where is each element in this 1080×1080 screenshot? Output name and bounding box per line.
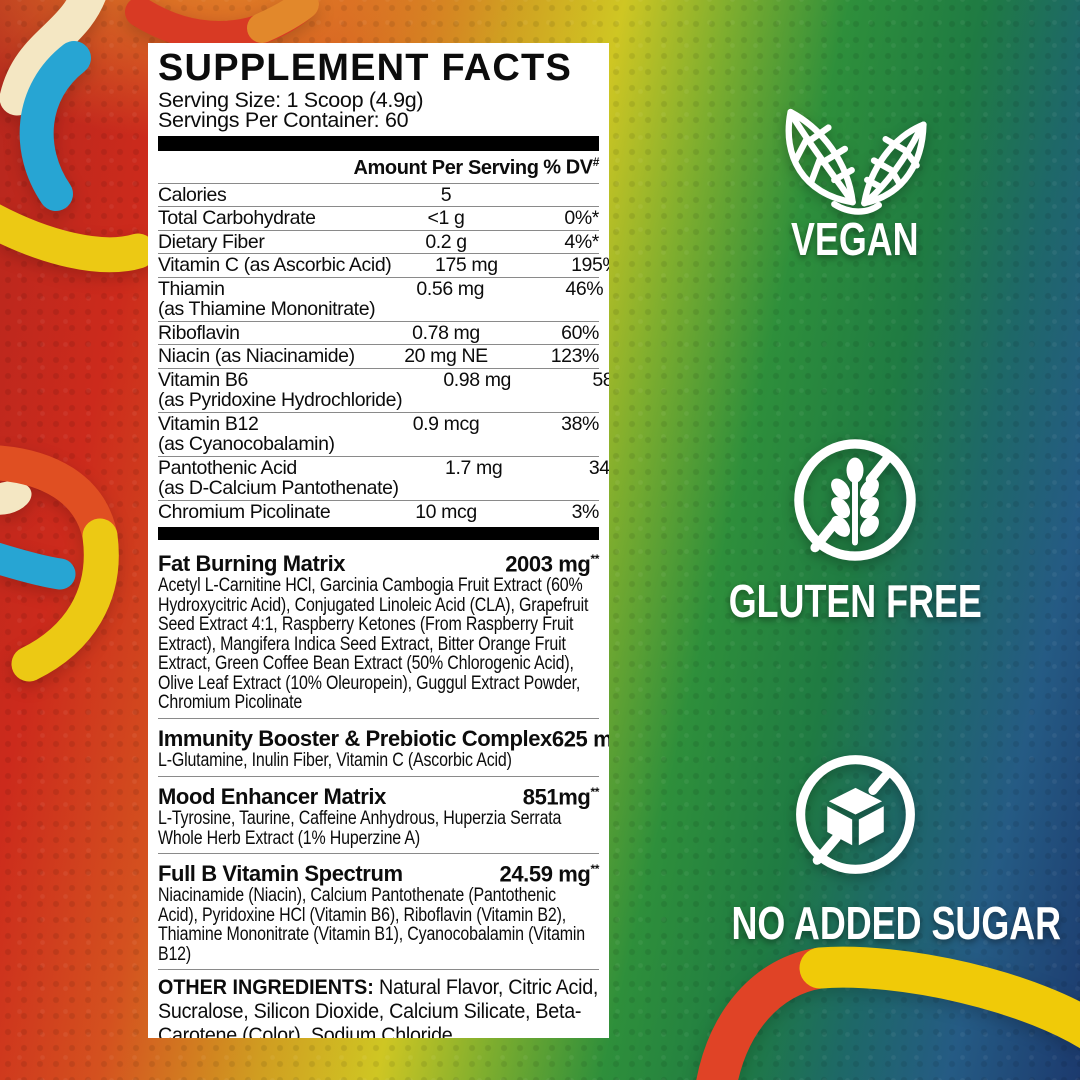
nutrient-dv: 60% [561,321,599,344]
nutrient-amount: 0.9 mcg [412,412,480,435]
other-ingredients-section: OTHER INGREDIENTS: Natural Flavor, Citri… [158,969,599,1038]
blend-amount: 851mg** [522,784,600,810]
nutrient-name: Pantothenic Acid (as D-Calcium Pantothen… [158,456,399,500]
nutrient-amount: 0.98 mg [443,368,511,391]
nutrient-row: Vitamin C (as Ascorbic Acid) 175 mg 195% [158,253,609,277]
nutrient-name: Total Carbohydrate [158,207,316,230]
nutrient-subname: (as Thiamine Mononitrate) [158,298,376,321]
blend-section: Immunity Booster & Prebiotic Complex 625… [158,717,609,776]
nutrient-name: Dietary Fiber [158,230,265,253]
blend-name: Mood Enhancer Matrix [158,784,386,810]
nutrient-dv: 38% [561,412,599,435]
blend-section: Mood Enhancer Matrix 851mg** L-Tyrosine,… [158,775,599,853]
nutrient-name: Vitamin B6 (as Pyridoxine Hydrochloride) [158,368,403,412]
blend-amount: 625 mg** [551,726,609,752]
blend-name: Fat Burning Matrix [158,551,346,577]
nutrient-name: Calories [158,183,227,206]
blend-ingredients: Acetyl L-Carnitine HCl, Garcinia Cambogi… [158,575,589,714]
nutrient-amount: 175 mg [435,254,498,277]
no-sugar-icon [796,755,915,874]
nutrient-row: Thiamin (as Thiamine Mononitrate) 0.56 m… [158,276,604,321]
divider-bar-thick [158,136,599,151]
nutrient-name: Vitamin C (as Ascorbic Acid) [158,254,392,277]
percent-dv-header: % DV# [543,155,599,179]
nutrient-dv: 4%* [564,230,599,253]
no-added-sugar-label: NO ADDED SUGAR [731,897,1062,949]
serving-size: Serving Size: 1 Scoop (4.9g) [158,88,424,112]
blend-ingredients: L-Glutamine, Inulin Fiber, Vitamin C (As… [158,750,512,772]
no-gluten-icon [794,439,916,561]
nutrient-row: Chromium Picolinate 10 mcg 3% [158,499,600,524]
nutrient-amount: 5 [440,183,452,206]
nutrient-amount: 1.7 mg [445,456,503,479]
nutrient-dv: 34% [588,456,609,479]
nutrient-row: Total Carbohydrate <1 g 0%* [158,206,599,230]
blend-name: Immunity Booster & Prebiotic Complex [158,726,552,752]
blend-amount: 2003 mg** [505,551,599,577]
blend-header: Mood Enhancer Matrix 851mg** [158,780,599,809]
amount-per-serving-header: Amount Per Serving [353,156,539,179]
nutrient-subname: (as D-Calcium Pantothenate) [158,477,399,500]
table-header-row: Amount Per Serving % DV# [158,151,599,184]
nutrient-row: Vitamin B12 (as Cyanocobalamin) 0.9 mcg … [158,411,599,456]
nutrient-row: Vitamin B6 (as Pyridoxine Hydrochloride)… [158,367,609,412]
nutrient-amount: 10 mcg [415,500,477,523]
nutrient-dv: 195% [571,254,609,277]
nutrient-dv: 46% [565,277,604,300]
nutrient-dv: 123% [550,345,600,368]
nutrient-name: Thiamin (as Thiamine Mononitrate) [158,277,376,321]
blend-header: Fat Burning Matrix 2003 mg** [158,547,599,576]
nutrient-name: Vitamin B12 (as Cyanocobalamin) [158,413,371,456]
nutrient-dv: 0%* [564,207,599,230]
nutrient-name: Chromium Picolinate [158,500,331,523]
blend-header: Immunity Booster & Prebiotic Complex 625… [158,722,609,752]
blend-name: Full B Vitamin Spectrum [158,861,403,887]
nutrient-row: Niacin (as Niacinamide) 20 mg NE 123% [158,344,599,368]
nutrient-row: Riboflavin 0.78 mg 60% [158,320,599,345]
nutrient-row: Pantothenic Acid (as D-Calcium Pantothen… [158,455,609,500]
nutrient-amount: 0.2 g [425,230,467,253]
servings-per-container: Servings Per Container: 60 [158,108,409,132]
nutrient-dv: 3% [571,500,600,523]
divider-bar-thick [158,527,599,541]
nutrient-subname: (as Pyridoxine Hydrochloride) [158,389,403,412]
nutrient-row: Calories 5 [158,184,599,207]
nutrient-amount: <1 g [427,207,465,230]
blend-header: Full B Vitamin Spectrum 24.59 mg** [158,857,599,886]
blend-section: Full B Vitamin Spectrum 24.59 mg** Niaci… [158,853,599,969]
nutrient-amount: 0.78 mg [412,321,480,344]
blend-ingredients: Niacinamide (Niacin), Calcium Pantothena… [158,885,585,965]
panel-title: SUPPLEMENT FACTS [158,47,573,89]
blend-ingredients: L-Tyrosine, Taurine, Caffeine Anhydrous,… [158,808,562,849]
nutrient-table: Calories 5 Total Carbohydrate <1 g 0%* D… [158,184,609,524]
nutrient-name: Niacin (as Niacinamide) [158,345,355,368]
nutrient-subname: (as Cyanocobalamin) [158,433,335,456]
other-ingredients-label: OTHER INGREDIENTS: [158,975,374,1000]
nutrient-dv: 58% [592,368,609,391]
blend-amount: 24.59 mg** [499,861,599,887]
nutrient-amount: 20 mg NE [404,345,488,368]
blend-section: Fat Burning Matrix 2003 mg** Acetyl L-Ca… [158,544,599,718]
other-ingredients-text: OTHER INGREDIENTS: Natural Flavor, Citri… [158,975,599,1038]
nutrient-name: Riboflavin [158,321,240,344]
blend-sections: Fat Burning Matrix 2003 mg** Acetyl L-Ca… [158,544,609,969]
leaves-icon [785,108,927,215]
supplement-facts-panel: SUPPLEMENT FACTS Serving Size: 1 Scoop (… [148,43,609,1038]
vegan-label: VEGAN [791,213,919,265]
nutrient-row: Dietary Fiber 0.2 g 4%* [158,229,599,254]
nutrient-amount: 0.56 mg [416,277,485,300]
gluten-free-label: GLUTEN FREE [728,575,982,627]
